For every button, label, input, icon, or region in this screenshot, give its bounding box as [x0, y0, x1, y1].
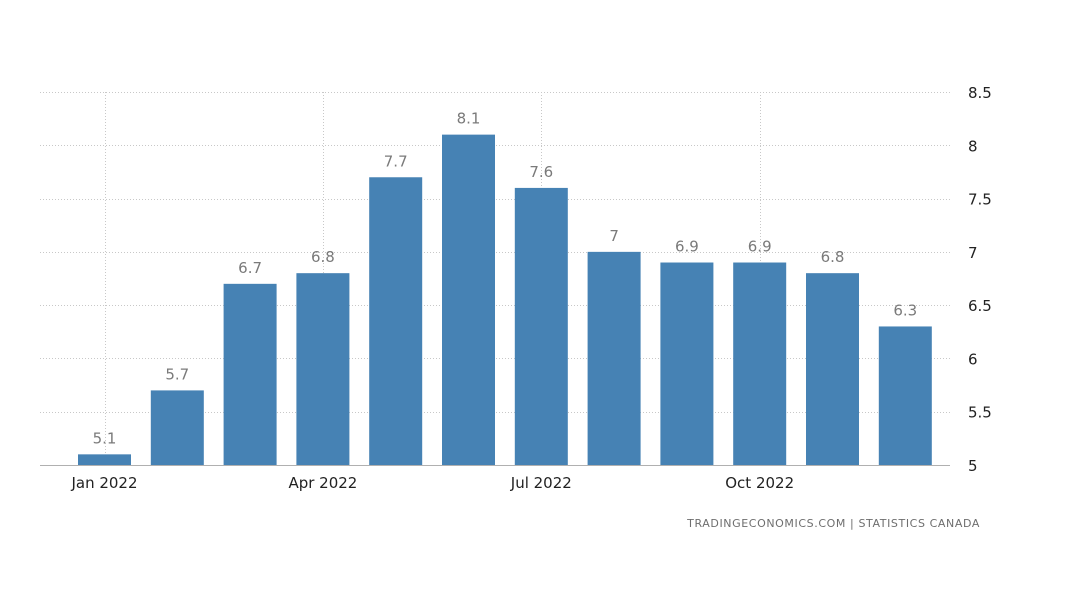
x-tick-label: Jan 2022 [70, 474, 137, 492]
data-label: 5.7 [165, 365, 189, 383]
bar-jan-2022 [78, 454, 131, 465]
bar-oct-2022 [733, 262, 787, 465]
y-tick-label: 7.5 [968, 191, 992, 209]
bar-jul-2022 [514, 187, 568, 465]
y-tick-label: 8.5 [968, 84, 992, 102]
data-label: 6.8 [821, 248, 845, 266]
x-axis: Jan 2022 Apr 2022 Jul 2022 Oct 2022 [40, 465, 950, 492]
x-tick-label: Oct 2022 [725, 474, 794, 492]
y-tick-label: 7 [968, 244, 978, 262]
data-label: 8.1 [457, 110, 481, 128]
data-label: 7.7 [384, 152, 408, 170]
bar-sep-2022 [660, 262, 714, 465]
bar-may-2022 [369, 177, 423, 465]
data-label: 7 [609, 227, 619, 245]
data-labels: 5.1 5.7 6.7 6.8 7.7 8.1 7.6 7 6.9 6.9 6.8 6.3 [93, 110, 918, 448]
y-axis: 5 5.5 6 6.5 7 7.5 8 8.5 [968, 84, 992, 475]
y-tick-label: 6.5 [968, 297, 992, 315]
bar-feb-2022 [150, 390, 204, 465]
bar-aug-2022 [587, 251, 641, 465]
data-label: 6.8 [311, 248, 335, 266]
x-tick-label: Jul 2022 [510, 474, 572, 492]
data-label: 5.1 [93, 429, 117, 447]
bar-jun-2022 [442, 134, 495, 465]
data-label: 6.7 [238, 259, 262, 277]
y-tick-label: 5.5 [968, 404, 992, 422]
bars [78, 134, 932, 465]
bar-apr-2022 [296, 273, 350, 465]
data-label: 6.9 [748, 238, 772, 256]
bar-mar-2022 [223, 283, 277, 465]
y-tick-label: 8 [968, 137, 978, 155]
bar-nov-2022 [806, 273, 859, 465]
x-tick-label: Apr 2022 [288, 474, 357, 492]
y-tick-label: 5 [968, 457, 978, 475]
data-label: 6.9 [675, 238, 699, 256]
source-credit: TRADINGECONOMICS.COM | STATISTICS CANADA [687, 517, 980, 530]
data-label: 7.6 [529, 163, 553, 181]
bar-dec-2022 [878, 326, 932, 465]
data-label: 6.3 [893, 301, 917, 319]
y-tick-label: 6 [968, 350, 978, 368]
